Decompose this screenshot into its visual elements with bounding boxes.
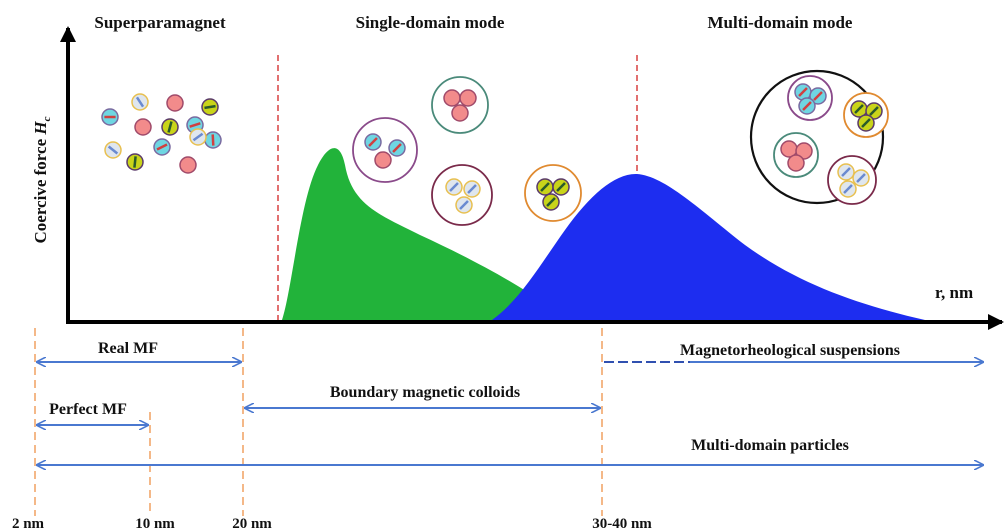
range-label: Real MF: [98, 340, 158, 357]
x-axis-label: r, nm: [935, 283, 973, 302]
tick-label: 20 nm: [232, 516, 272, 532]
y-axis-label: Coercive force Hc: [31, 116, 53, 243]
particle: [135, 119, 151, 135]
particle: [788, 155, 804, 171]
region-title: Single-domain mode: [356, 13, 505, 32]
particle: [444, 90, 460, 106]
region-title: Superparamagnet: [94, 13, 226, 32]
cluster: [353, 118, 417, 182]
page: { "regions": ["Superparamagnet", "Single…: [0, 0, 1006, 532]
tick-label: 10 nm: [135, 516, 175, 532]
particle-moment: [134, 156, 135, 167]
diagram: Superparamagnet Single-domain mode Multi…: [0, 0, 1006, 532]
range-label: Boundary magnetic colloids: [330, 384, 520, 401]
single-domain-curve: [282, 148, 545, 320]
y-axis-text: Coercive force: [31, 135, 50, 244]
range-label: Magnetorheological suspensions: [680, 342, 900, 359]
y-axis-symbol: H: [31, 121, 50, 136]
particle: [375, 152, 391, 168]
particle: [460, 90, 476, 106]
particle-moment: [204, 106, 215, 108]
range-label: Multi-domain particles: [691, 437, 849, 454]
particle: [452, 105, 468, 121]
cluster: [525, 165, 581, 221]
particle: [167, 95, 183, 111]
particle-moment: [213, 134, 214, 145]
region-title: Multi-domain mode: [708, 13, 853, 32]
particles: [102, 71, 888, 225]
tick-label: 2 nm: [12, 516, 45, 532]
range-label: Perfect MF: [49, 401, 127, 418]
particle: [180, 157, 196, 173]
tick-label: 30-40 nm: [592, 516, 652, 532]
y-axis-subscript: c: [41, 116, 53, 121]
cluster: [432, 165, 492, 225]
